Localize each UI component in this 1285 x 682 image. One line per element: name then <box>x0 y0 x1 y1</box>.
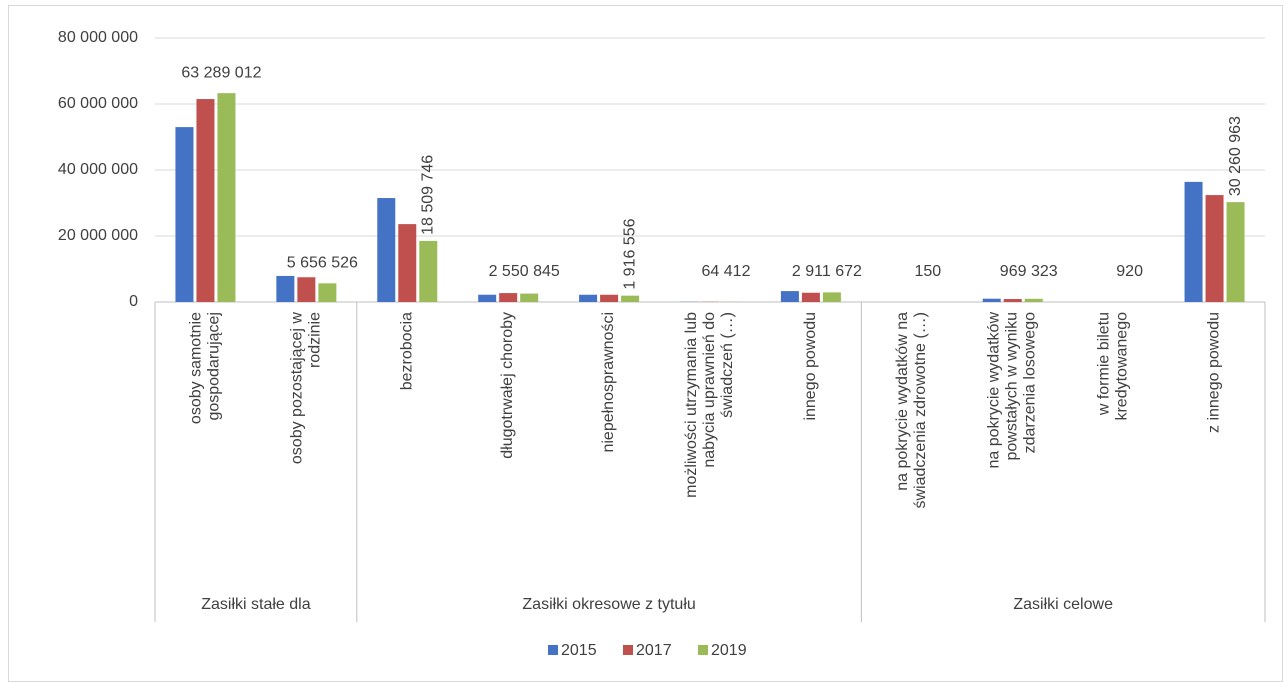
x-tick-label: niepełnosprawności <box>600 312 617 453</box>
y-tick-label: 40 000 000 <box>58 161 138 178</box>
data-label: 64 412 <box>702 263 751 280</box>
bar <box>621 295 640 302</box>
data-label: 1 916 556 <box>621 218 638 289</box>
x-tick-label: długotrwałej choroby <box>499 312 516 459</box>
bar <box>398 224 417 302</box>
bar <box>318 283 337 302</box>
data-label: 2 911 672 <box>792 263 862 280</box>
bar <box>982 298 1001 302</box>
x-tick-label: na pokrycie wydatków naświadczenia zdrow… <box>894 312 929 509</box>
x-tick-label: osoby pozostającej wrodzinie <box>289 312 324 465</box>
group-label: Zasiłki stałe dla <box>201 596 310 613</box>
data-label: 63 289 012 <box>181 64 261 81</box>
bar <box>478 294 497 302</box>
data-label: 5 656 526 <box>287 255 358 272</box>
group-label: Zasiłki okresowe z tytułu <box>522 596 695 613</box>
legend-label: 2019 <box>711 642 747 659</box>
bar <box>297 277 316 302</box>
legend-swatch <box>698 645 708 655</box>
bar <box>1226 202 1245 302</box>
bar <box>780 291 799 302</box>
x-tick-label: możliwości utrzymania lubnabycia uprawni… <box>683 312 736 498</box>
bar <box>217 93 236 302</box>
legend-swatch <box>623 645 633 655</box>
data-label: 2 550 845 <box>489 263 560 280</box>
data-label: 920 <box>1116 263 1143 280</box>
data-label: 18 509 746 <box>419 155 436 235</box>
x-tick-label: na pokrycie wydatkówpowstałych w wynikuz… <box>986 312 1039 469</box>
bar <box>499 293 518 302</box>
bar <box>600 294 619 302</box>
bar <box>579 294 598 302</box>
x-tick-label: z innego powodu <box>1206 312 1223 433</box>
x-tick-label: bezrobocia <box>398 312 415 390</box>
data-label: 30 260 963 <box>1227 116 1244 196</box>
legend-label: 2017 <box>636 642 672 659</box>
bar <box>1003 299 1022 302</box>
group-label: Zasiłki celowe <box>1013 596 1113 613</box>
bar <box>1205 195 1224 302</box>
bar <box>377 198 396 302</box>
bar <box>822 292 841 302</box>
y-tick-label: 80 000 000 <box>58 29 138 46</box>
bar <box>196 99 215 302</box>
bar <box>801 292 820 302</box>
y-tick-label: 60 000 000 <box>58 95 138 112</box>
bar <box>1184 181 1203 302</box>
y-tick-label: 20 000 000 <box>58 227 138 244</box>
legend-swatch <box>548 645 558 655</box>
data-label: 969 323 <box>1000 263 1058 280</box>
x-tick-label: innego powodu <box>802 312 819 421</box>
bar <box>1024 298 1043 302</box>
data-label: 150 <box>914 263 941 280</box>
bar <box>520 293 539 302</box>
x-tick-label: w formie biletukredytowanego <box>1096 312 1131 421</box>
legend-label: 2015 <box>561 642 597 659</box>
bar <box>175 127 194 302</box>
y-tick-label: 0 <box>129 293 138 310</box>
bar <box>419 240 438 302</box>
x-tick-label: osoby samotniegospodarującej <box>188 312 223 424</box>
bar <box>276 275 295 302</box>
